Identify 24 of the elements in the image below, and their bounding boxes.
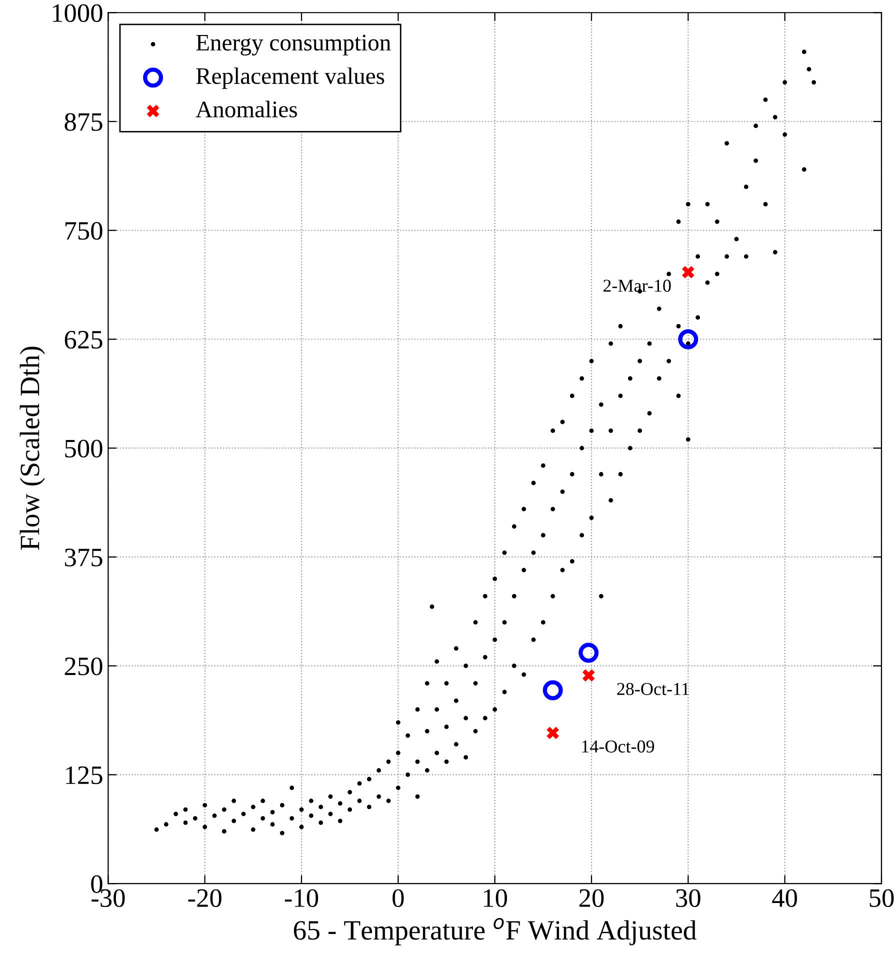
x-tick-label: 0 [392,889,404,908]
x-tick-label: 30 [676,889,700,908]
x-tick-label: -10 [284,889,318,908]
annotation: 14-Oct-09 [582,740,654,753]
legend-label: Replacement values [196,67,384,89]
y-axis-title: Flow (Scaled Dth) [20,346,45,550]
y-tick-label: 250 [64,657,102,676]
x-tick-label: 20 [579,889,604,908]
y-tick-label: 1000 [52,4,102,22]
x-axis-title: 65 - Temperature $^{o}$F Wind Adjusted [294,918,696,946]
y-tick-label: 500 [65,440,102,458]
x-tick-label: 50 [870,889,894,908]
annotation: 2-Mar-10 [603,280,671,292]
legend-label: Energy consumption [196,34,391,56]
y-tick-label: 625 [64,330,102,349]
y-tick-label: 375 [64,548,102,566]
y-tick-label: 875 [64,113,102,131]
legend-label: Anomalies [196,100,297,118]
y-tick-label: 125 [66,766,102,784]
x-tick-label: 10 [484,889,508,908]
y-tick-label: 750 [65,222,102,240]
x-tick-label: -20 [188,889,222,908]
x-tick-label: 40 [772,889,798,908]
annotation: 28-Oct-11 [617,682,689,696]
